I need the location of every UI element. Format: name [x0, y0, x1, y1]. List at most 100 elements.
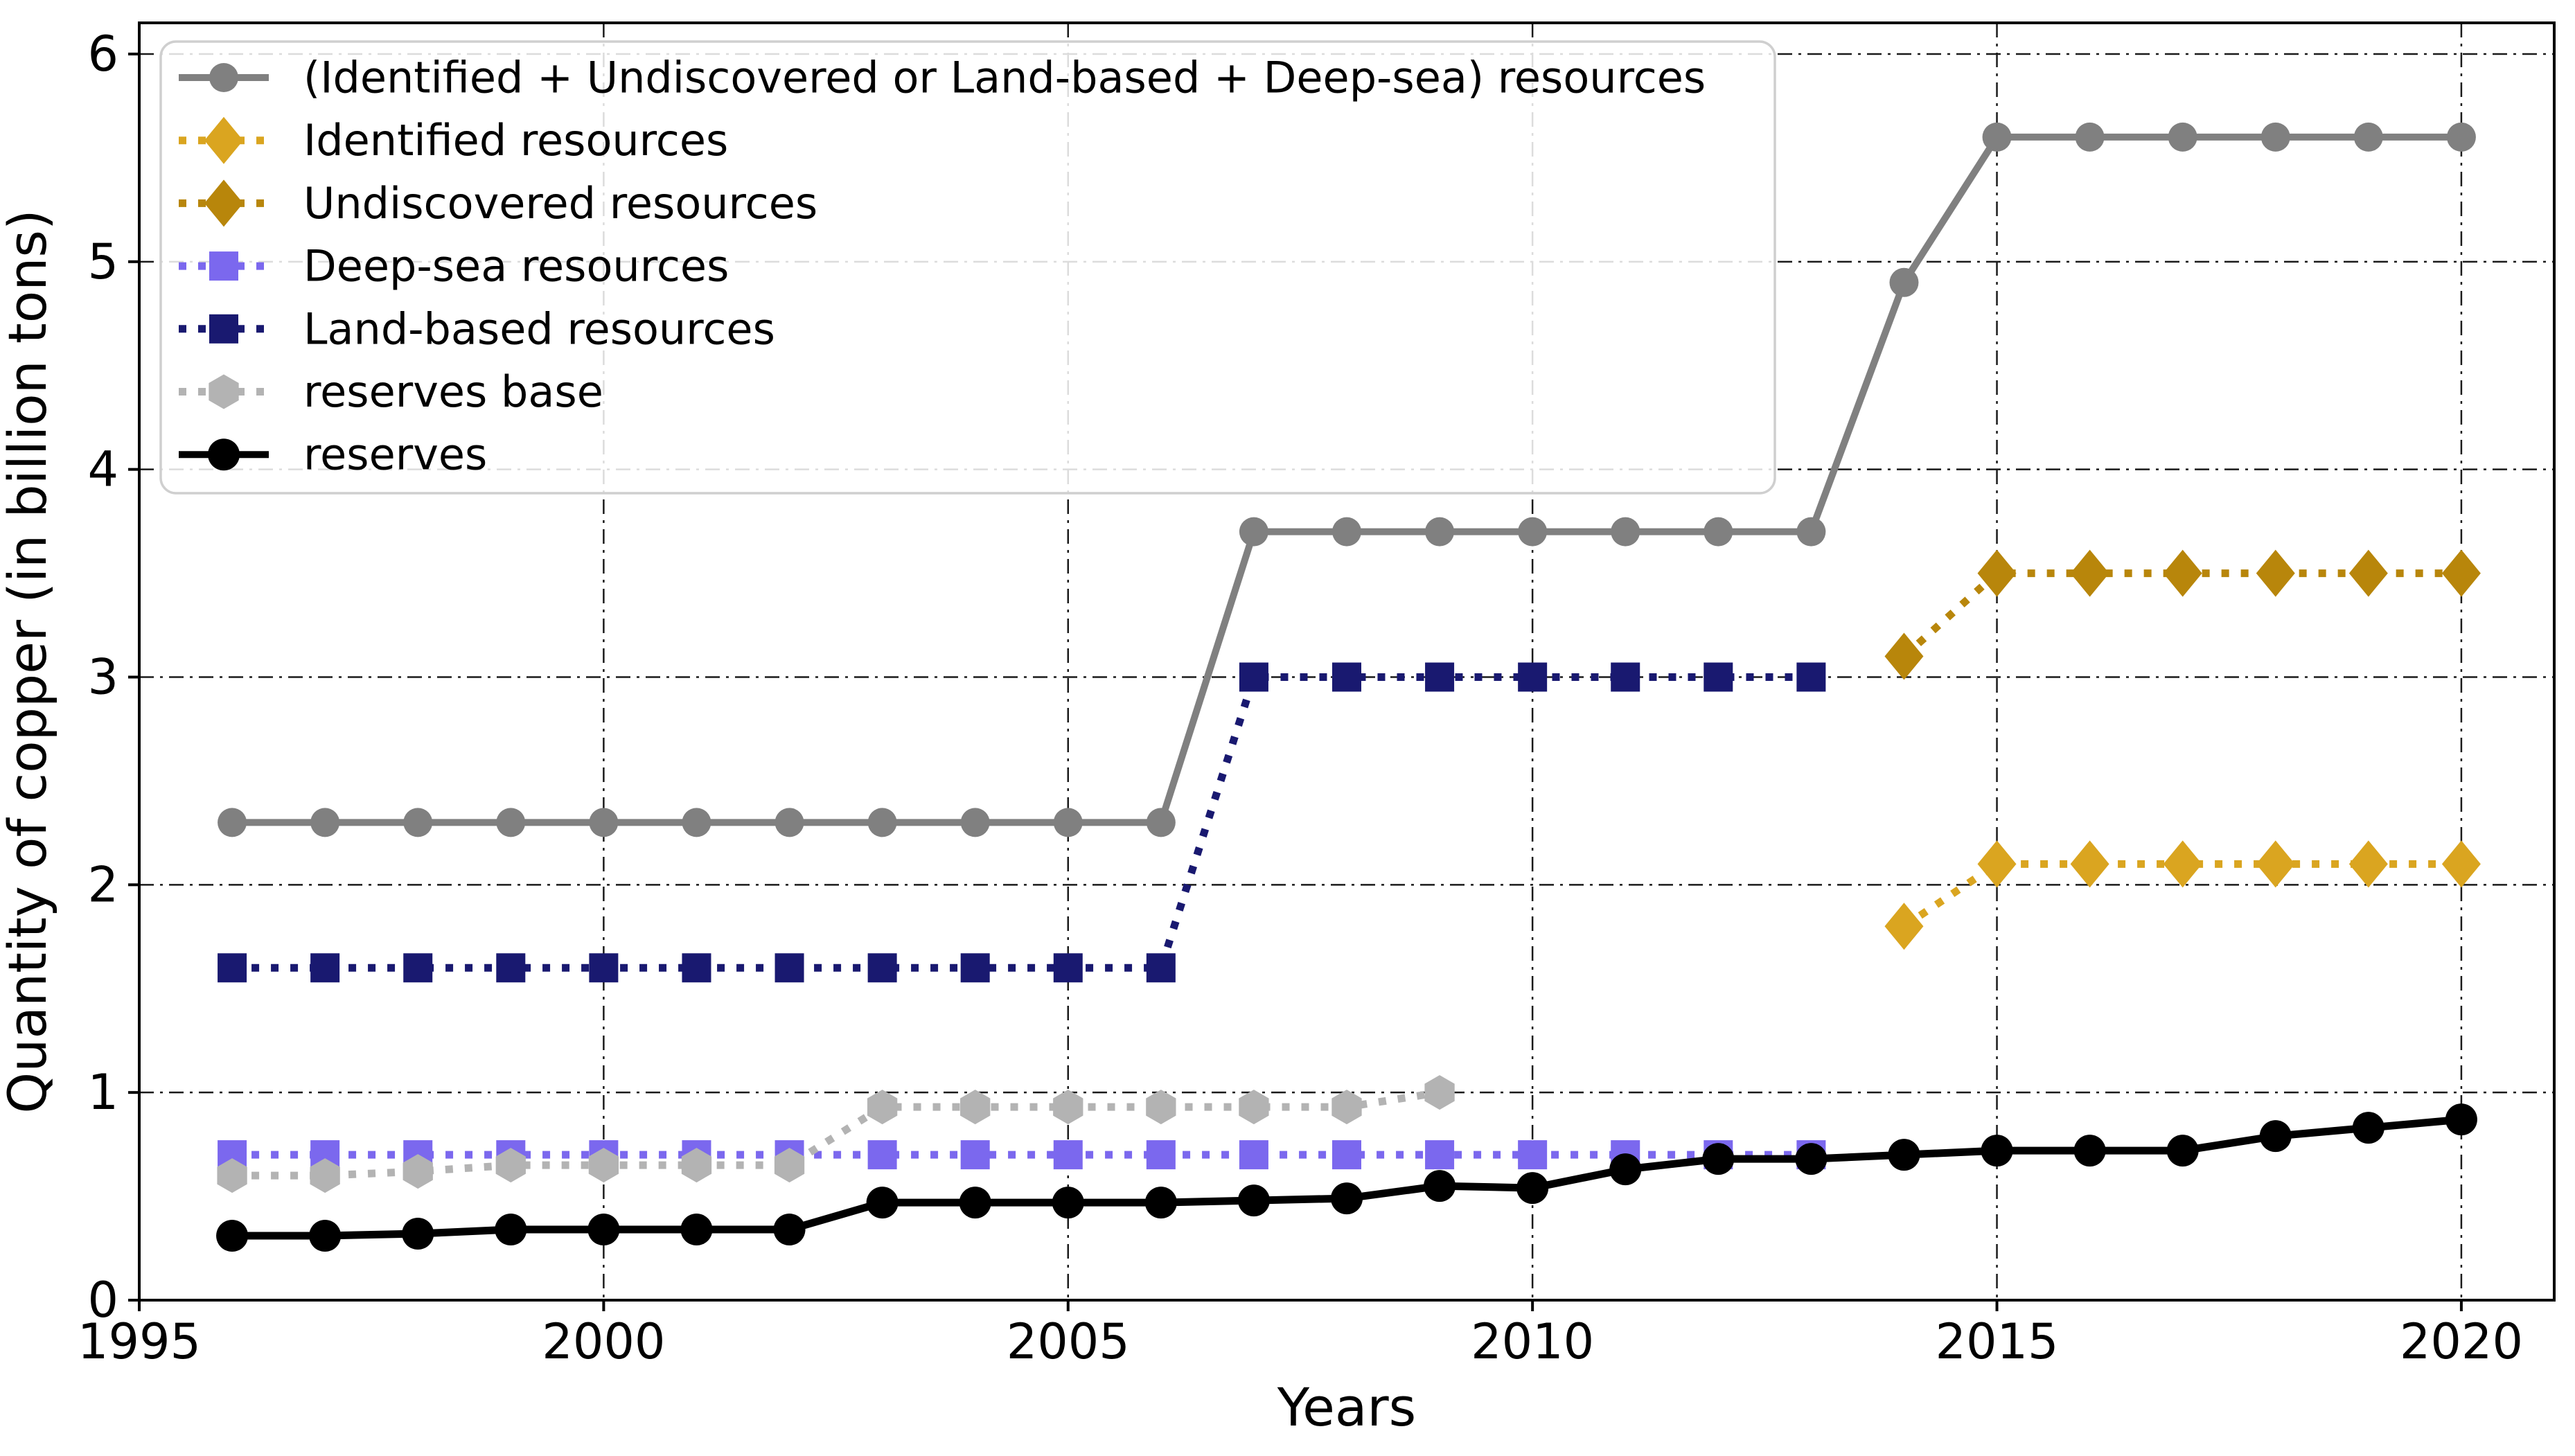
data-point-marker [2352, 1112, 2384, 1144]
data-point-marker [496, 953, 526, 983]
data-point-marker [1144, 1187, 1177, 1219]
y-tick-label: 2 [87, 856, 118, 913]
data-point-marker [1146, 1140, 1176, 1170]
data-point-marker [960, 953, 990, 983]
data-point-marker [1053, 808, 1083, 837]
legend-item-undiscovered-resources: Undiscovered resources [179, 178, 817, 229]
data-point-marker [209, 374, 239, 409]
data-point-marker [1702, 1143, 1735, 1175]
legend-item-deep-sea-resources: Deep-sea resources [179, 241, 729, 292]
data-point-marker [1981, 1135, 2013, 1167]
data-point-marker [2353, 122, 2383, 152]
data-point-marker [2163, 549, 2202, 597]
legend-label: Deep-sea resources [303, 241, 729, 292]
data-point-marker [773, 1214, 806, 1246]
series-reserves-base [217, 1075, 1455, 1193]
data-point-marker [775, 953, 804, 983]
data-point-marker [1331, 1182, 1363, 1215]
data-point-marker [310, 953, 340, 983]
data-point-marker [1239, 1090, 1269, 1125]
series-undiscovered-resources [1884, 549, 2481, 680]
data-point-marker [680, 1214, 713, 1246]
data-point-marker [2075, 122, 2105, 152]
data-point-marker [1052, 1187, 1084, 1219]
data-point-marker [310, 1158, 340, 1193]
legend-item-land-based-resources: Land-based resources [179, 303, 775, 354]
data-point-marker [1425, 662, 1455, 692]
data-point-marker [204, 179, 243, 227]
y-axis-label: Quantity of copper (in billion tons) [0, 209, 58, 1113]
y-tick-label: 5 [87, 233, 118, 290]
data-point-marker [960, 808, 990, 837]
legend: (Identified + Undiscovered or Land-based… [159, 40, 1776, 495]
data-point-marker [1977, 549, 2017, 597]
data-point-marker [1518, 1140, 1548, 1170]
data-point-marker [867, 953, 897, 983]
data-point-marker [2256, 549, 2295, 597]
data-point-marker [587, 1214, 620, 1246]
data-point-marker [588, 1148, 619, 1183]
data-point-marker [1053, 953, 1083, 983]
legend-item-reserves-base: reserves base [179, 366, 603, 417]
data-point-marker [495, 1214, 527, 1246]
data-point-marker [2445, 1103, 2477, 1136]
data-point-marker [682, 953, 711, 983]
data-point-marker [1609, 1153, 1642, 1186]
data-point-marker [2166, 1135, 2199, 1167]
data-point-marker [309, 1220, 342, 1252]
data-point-marker [589, 953, 619, 983]
data-point-marker [682, 808, 711, 837]
series-land-based-resources [218, 662, 1826, 983]
legend-label: reserves [303, 429, 487, 480]
y-tick-label: 6 [87, 26, 118, 82]
data-point-marker [959, 1187, 991, 1219]
data-point-marker [775, 808, 804, 837]
series-identified-resources [1884, 840, 2481, 950]
data-point-marker [209, 251, 238, 281]
legend-item-identified-resources: Identified resources [179, 115, 728, 166]
data-point-marker [218, 953, 247, 983]
data-point-marker [1053, 1090, 1083, 1125]
data-point-marker [1332, 1140, 1361, 1170]
legend-label: (Identified + Undiscovered or Land-based… [303, 53, 1706, 103]
data-point-marker [1516, 1172, 1549, 1205]
data-point-marker [1704, 517, 1733, 547]
data-point-marker [208, 438, 240, 471]
x-tick-label: 1995 [78, 1313, 201, 1370]
data-point-marker [1146, 953, 1176, 983]
data-point-marker [2259, 1120, 2292, 1153]
data-point-marker [1424, 1170, 1456, 1202]
data-point-marker [1332, 662, 1361, 692]
data-point-marker [867, 1090, 898, 1125]
data-point-marker [2348, 549, 2388, 597]
y-tick-label: 3 [87, 648, 118, 705]
x-tick-label: 2000 [542, 1313, 665, 1370]
data-point-marker [495, 1148, 526, 1183]
data-point-marker [310, 808, 340, 837]
legend-label: Identified resources [303, 115, 728, 166]
data-point-marker [1704, 662, 1733, 692]
data-point-marker [2348, 840, 2388, 888]
data-point-marker [867, 808, 897, 837]
data-point-marker [1424, 1075, 1455, 1110]
data-point-marker [867, 1140, 897, 1170]
x-tick-label: 2015 [1935, 1313, 2058, 1370]
data-point-marker [1425, 517, 1455, 547]
data-point-marker [216, 1220, 249, 1252]
data-point-marker [403, 808, 433, 837]
data-point-marker [2070, 549, 2109, 597]
data-point-marker [2073, 1135, 2106, 1167]
data-point-marker [1611, 662, 1640, 692]
data-point-marker [1518, 517, 1548, 547]
data-point-marker [2163, 840, 2202, 888]
series-reserves [216, 1103, 2477, 1252]
data-point-marker [589, 808, 619, 837]
data-point-marker [2168, 122, 2197, 152]
series-line [232, 1088, 1440, 1180]
data-point-marker [1795, 1143, 1828, 1175]
legend-item-identified-undiscovered-or-land-based-de: (Identified + Undiscovered or Land-based… [179, 53, 1706, 103]
y-tick-label: 4 [87, 441, 118, 498]
data-point-marker [217, 1158, 247, 1193]
data-point-marker [1796, 662, 1826, 692]
